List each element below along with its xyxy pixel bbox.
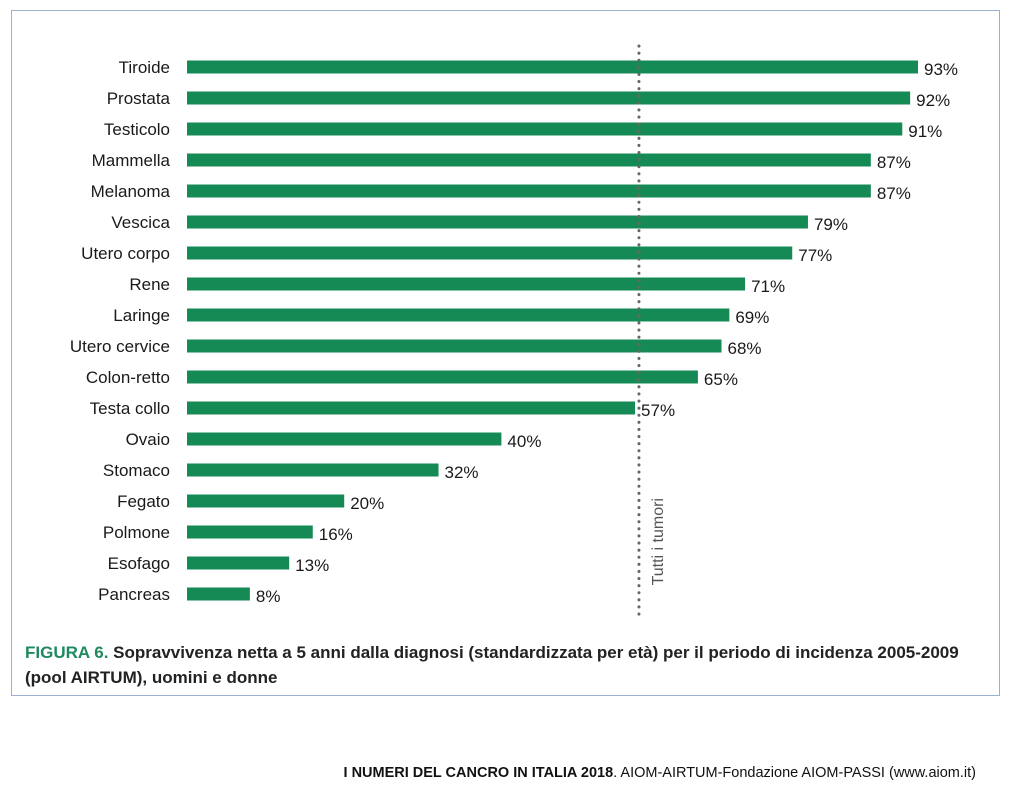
value-label: 69% bbox=[735, 308, 769, 327]
category-label: Utero cervice bbox=[70, 337, 170, 356]
bar-utero-corpo bbox=[187, 246, 793, 260]
value-label: 93% bbox=[924, 60, 958, 79]
figure-caption: FIGURA 6. Sopravvivenza netta a 5 anni d… bbox=[25, 640, 985, 690]
category-label: Melanoma bbox=[91, 182, 171, 201]
caption-text: Sopravvivenza netta a 5 anni dalla diagn… bbox=[25, 643, 959, 687]
bar-colon-retto bbox=[187, 370, 698, 384]
category-label: Laringe bbox=[113, 306, 170, 325]
figure-frame bbox=[11, 10, 1000, 696]
bars-group: Tiroide 93% Prostata 92% Testicolo 91% Mammell… bbox=[70, 58, 958, 606]
bar-tiroide bbox=[187, 60, 918, 74]
value-label: 68% bbox=[727, 339, 761, 358]
caption-lead: FIGURA 6. bbox=[25, 643, 109, 662]
value-label: 57% bbox=[641, 401, 675, 420]
value-label: 20% bbox=[350, 494, 384, 513]
value-label: 87% bbox=[877, 153, 911, 172]
category-label: Mammella bbox=[92, 151, 171, 170]
bar-mammella bbox=[187, 153, 871, 167]
category-label: Polmone bbox=[103, 523, 170, 542]
bar-testa-collo bbox=[187, 401, 636, 415]
value-label: 91% bbox=[908, 122, 942, 141]
bar-ovaio bbox=[187, 432, 502, 446]
bar-utero-cervice bbox=[187, 339, 722, 353]
value-label: 65% bbox=[704, 370, 738, 389]
bar-vescica bbox=[187, 215, 808, 229]
category-label: Testa collo bbox=[90, 399, 170, 418]
source-footer: I NUMERI DEL CANCRO IN ITALIA 2018. AIOM… bbox=[344, 765, 976, 781]
bar-chart: Tiroide 93% Prostata 92% Testicolo 91% Mammell… bbox=[70, 44, 958, 620]
bar-fegato bbox=[187, 494, 345, 508]
category-label: Ovaio bbox=[126, 430, 170, 449]
value-label: 16% bbox=[319, 525, 353, 544]
category-label: Tiroide bbox=[119, 58, 170, 77]
reference-line-label: Tutti i tumori bbox=[650, 498, 667, 585]
value-label: 13% bbox=[295, 556, 329, 575]
category-label: Fegato bbox=[117, 492, 170, 511]
bar-rene bbox=[187, 277, 746, 291]
bar-stomaco bbox=[187, 463, 439, 477]
bar-esofago bbox=[187, 556, 290, 570]
bar-laringe bbox=[187, 308, 730, 322]
bar-pancreas bbox=[187, 587, 250, 601]
bar-testicolo bbox=[187, 122, 903, 136]
value-label: 79% bbox=[814, 215, 848, 234]
category-label: Rene bbox=[129, 275, 170, 294]
bar-melanoma bbox=[187, 184, 871, 198]
value-label: 8% bbox=[256, 587, 281, 606]
value-label: 40% bbox=[507, 432, 541, 451]
value-label: 87% bbox=[877, 184, 911, 203]
bar-polmone bbox=[187, 525, 313, 539]
category-label: Testicolo bbox=[104, 120, 170, 139]
category-label: Pancreas bbox=[98, 585, 170, 604]
category-label: Colon-retto bbox=[86, 368, 170, 387]
footer-title: I NUMERI DEL CANCRO IN ITALIA 2018 bbox=[343, 765, 614, 781]
category-label: Utero corpo bbox=[81, 244, 170, 263]
category-label: Stomaco bbox=[103, 461, 170, 480]
bar-prostata bbox=[187, 91, 911, 105]
category-label: Esofago bbox=[108, 554, 170, 573]
value-label: 71% bbox=[751, 277, 785, 296]
value-label: 77% bbox=[798, 246, 832, 265]
value-label: 92% bbox=[916, 91, 950, 110]
footer-text: . AIOM-AIRTUM-Fondazione AIOM-PASSI (www… bbox=[613, 765, 976, 781]
value-label: 32% bbox=[445, 463, 479, 482]
category-label: Vescica bbox=[111, 213, 170, 232]
category-label: Prostata bbox=[107, 89, 171, 108]
